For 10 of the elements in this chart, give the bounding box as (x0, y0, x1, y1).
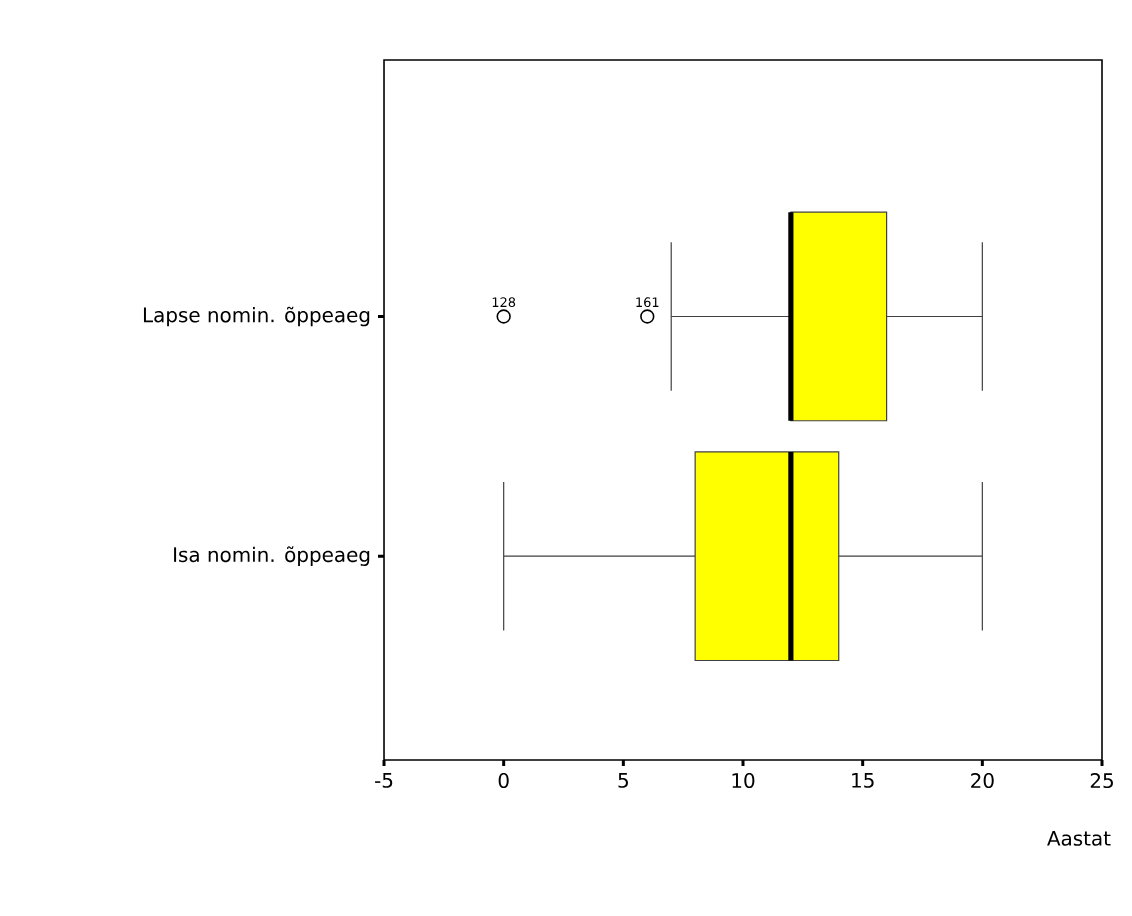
x-tick-label: 10 (732, 772, 755, 789)
x-tick-label: -5 (375, 773, 393, 788)
x-tick-label: 0 (498, 772, 509, 789)
x-axis-title: Aastat (1047, 831, 1111, 846)
y-tick-label: Lapse nomin. õppeaeg (143, 306, 370, 327)
y-tick-label: Isa nomin. õppeaeg (174, 546, 370, 567)
x-tick-label: 25 (1090, 772, 1113, 789)
x-tick-label: 15 (852, 773, 874, 788)
x-tick-label: 5 (618, 773, 628, 788)
x-tick-label: 20 (971, 772, 994, 789)
